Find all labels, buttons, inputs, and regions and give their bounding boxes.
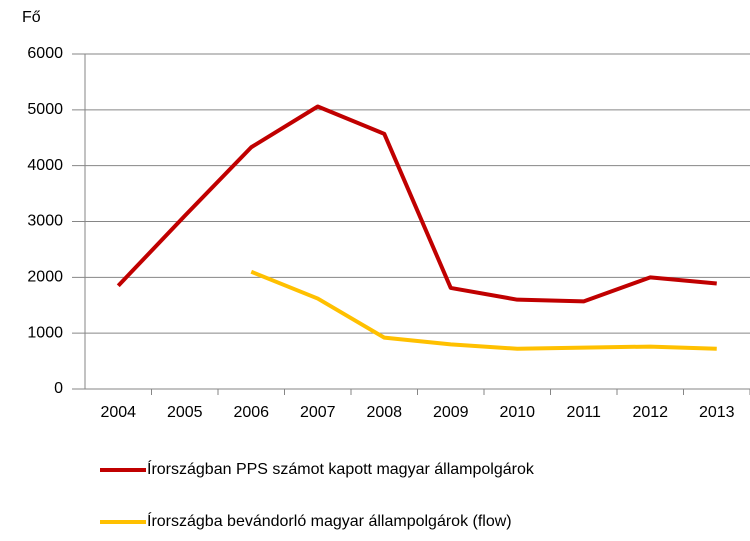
x-tick-label: 2006	[233, 404, 269, 421]
y-axis-label: Fő	[22, 9, 41, 26]
y-tick-label: 0	[54, 380, 63, 397]
y-tick-label: 2000	[27, 269, 63, 286]
x-tick-label: 2012	[632, 404, 668, 421]
x-tick-label: 2009	[433, 404, 469, 421]
x-tick-label: 2007	[300, 404, 336, 421]
line-series	[250, 269, 717, 351]
x-tick-label: 2004	[100, 404, 136, 421]
legend-label: Írországba bevándorló magyar állampolgár…	[147, 511, 512, 530]
y-tick-label: 6000	[27, 45, 63, 62]
x-tick-label: 2005	[167, 404, 203, 421]
y-tick-label: 5000	[27, 101, 63, 118]
y-tick-label: 1000	[27, 324, 63, 341]
x-tick-label: 2008	[366, 404, 402, 421]
x-tick-label: 2011	[567, 404, 602, 421]
y-tick-label: 3000	[27, 213, 63, 230]
x-tick-label: 2010	[499, 404, 535, 421]
line-series	[116, 104, 717, 304]
y-tick-label: 4000	[27, 157, 63, 174]
x-tick-label: 2013	[699, 404, 735, 421]
legend-label: Írországban PPS számot kapott magyar áll…	[147, 459, 535, 478]
